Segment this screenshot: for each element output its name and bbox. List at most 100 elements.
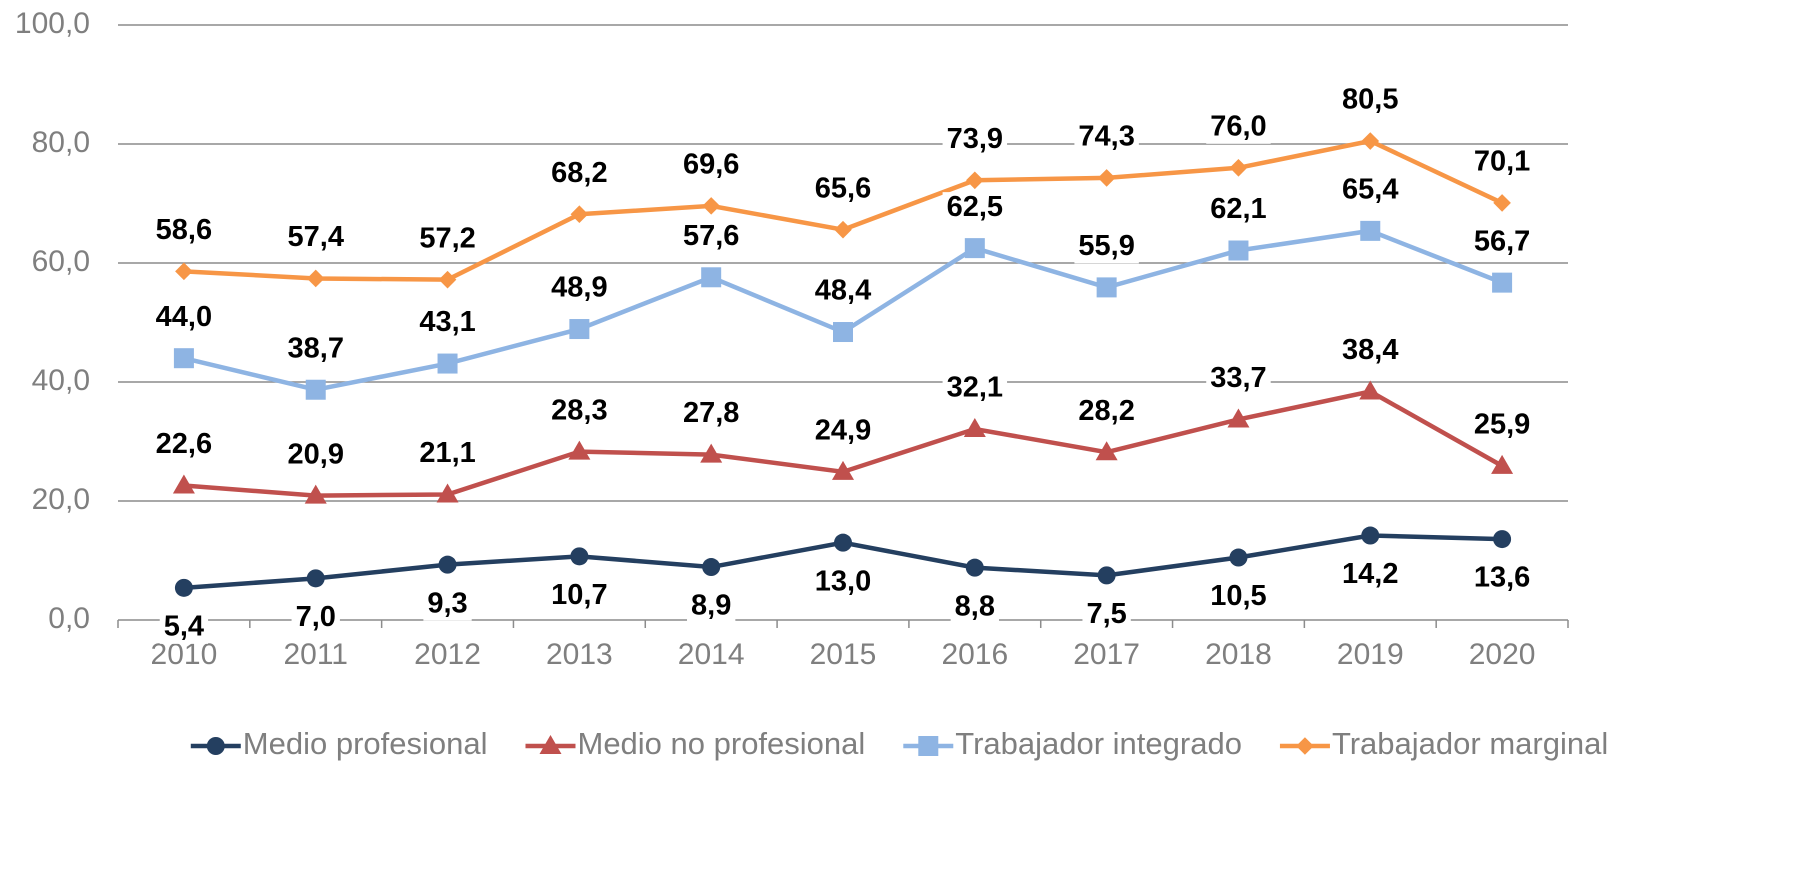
marker <box>306 569 325 588</box>
data-label: 21,1 <box>419 437 475 469</box>
legend-label: Medio profesional <box>243 726 488 761</box>
label-bg <box>1469 146 1535 179</box>
x-tick-label: 2011 <box>283 638 348 671</box>
x-tick-label: 2017 <box>1073 638 1140 671</box>
marker <box>175 262 193 281</box>
label-bg <box>942 192 1008 225</box>
marker <box>1492 272 1513 293</box>
x-tick-label: 2012 <box>414 638 481 671</box>
marker <box>438 270 457 289</box>
marker <box>1228 240 1249 261</box>
label-bg <box>283 333 348 366</box>
data-label: 56,7 <box>1474 225 1530 257</box>
legend-label: Medio no profesional <box>577 726 865 761</box>
marker <box>834 220 852 239</box>
data-label: 28,3 <box>551 394 607 426</box>
data-label: 73,9 <box>947 123 1003 155</box>
x-tick-label: 2020 <box>1469 638 1536 671</box>
data-label: 48,4 <box>815 275 871 307</box>
label-bg <box>678 149 744 182</box>
marker <box>1493 530 1512 549</box>
label-bg <box>547 273 612 306</box>
x-tick-label: 2014 <box>678 638 745 671</box>
label-bg <box>687 591 736 624</box>
data-label: 13,6 <box>1474 562 1530 594</box>
marker <box>1361 526 1380 545</box>
y-tick-label: 0,0 <box>48 602 90 635</box>
marker <box>174 578 193 597</box>
y-tick-label: 40,0 <box>32 364 90 397</box>
marker <box>172 474 195 494</box>
label-bg <box>547 395 612 428</box>
marker <box>570 547 589 566</box>
x-tick-label: 2015 <box>810 638 877 671</box>
data-label: 22,6 <box>156 428 212 460</box>
label-bg <box>1338 85 1403 118</box>
data-label: 65,6 <box>815 172 871 204</box>
data-label: 65,4 <box>1342 174 1398 206</box>
label-bg <box>423 588 472 621</box>
marker <box>304 484 327 504</box>
marker <box>306 269 325 288</box>
data-label: 69,6 <box>683 149 739 181</box>
marker <box>701 267 722 288</box>
data-label: 62,1 <box>1210 193 1266 225</box>
legend-item: Medio no profesional <box>525 726 865 761</box>
marker <box>206 737 225 755</box>
marker <box>833 322 853 343</box>
label-bg <box>1338 335 1403 368</box>
label-bg <box>283 222 348 255</box>
data-label: 33,7 <box>1210 362 1266 394</box>
label-bg <box>1206 363 1271 396</box>
label-bg <box>950 591 999 624</box>
data-label: 9,3 <box>427 587 467 619</box>
marker <box>1491 454 1514 474</box>
marker <box>1360 220 1381 241</box>
data-label: 8,9 <box>691 590 731 622</box>
marker <box>702 558 721 577</box>
marker <box>1097 566 1116 585</box>
x-tick-label: 2016 <box>941 638 1008 671</box>
data-label: 68,2 <box>551 157 607 189</box>
label-bg <box>159 611 209 644</box>
marker <box>1493 194 1511 212</box>
label-bg <box>415 438 480 471</box>
marker <box>964 238 985 259</box>
label-bg <box>1206 111 1271 144</box>
marker <box>1097 169 1116 187</box>
data-label: 32,1 <box>947 372 1003 404</box>
data-label: 27,8 <box>683 397 739 429</box>
data-label: 14,2 <box>1342 558 1398 590</box>
data-label: 25,9 <box>1474 409 1530 441</box>
data-label: 57,6 <box>683 220 739 252</box>
legend-item: Trabajador marginal <box>1279 726 1608 761</box>
data-label: 43,1 <box>419 306 475 338</box>
marker <box>1096 277 1117 298</box>
label-bg <box>1338 559 1403 592</box>
data-label: 57,4 <box>288 221 344 253</box>
y-tick-label: 20,0 <box>32 483 90 516</box>
data-label: 48,9 <box>551 272 607 304</box>
label-bg <box>1206 581 1271 614</box>
label-bg <box>1338 174 1403 207</box>
x-tick-label: 2013 <box>546 638 613 671</box>
label-bg <box>291 602 340 635</box>
data-label: 76,0 <box>1210 110 1266 142</box>
label-bg <box>151 302 217 335</box>
label-bg <box>810 173 876 206</box>
label-bg <box>1469 563 1535 596</box>
marker <box>1229 548 1248 567</box>
label-bg <box>151 215 217 248</box>
marker <box>570 205 589 224</box>
y-tick-label: 80,0 <box>32 126 90 159</box>
x-tick-label: 2019 <box>1337 638 1404 671</box>
data-label: 5,4 <box>164 611 204 643</box>
data-label: 24,9 <box>815 415 871 447</box>
label-bg <box>942 373 1008 406</box>
label-bg <box>547 580 612 613</box>
data-label: 74,3 <box>1078 121 1134 153</box>
data-label: 58,6 <box>156 214 212 246</box>
marker <box>568 440 591 460</box>
label-bg <box>1082 599 1131 632</box>
data-label: 57,2 <box>419 222 475 254</box>
